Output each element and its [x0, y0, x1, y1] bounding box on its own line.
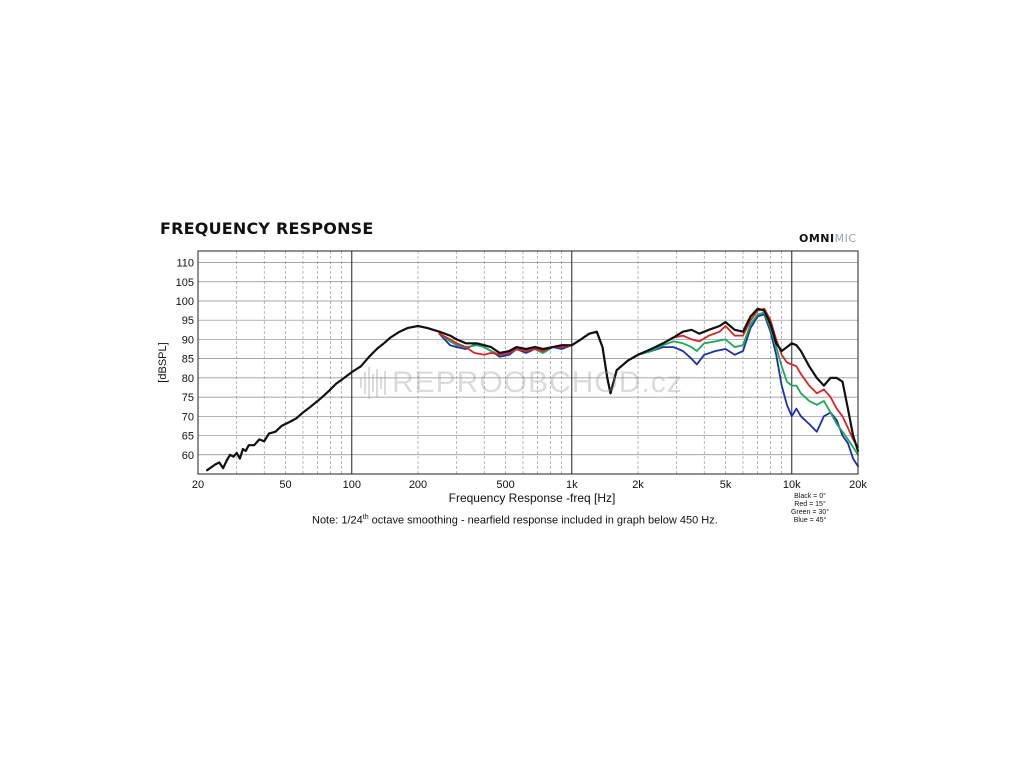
y-axis-label: [dBSPL] — [157, 342, 169, 382]
y-tick-label: 100 — [176, 296, 194, 308]
y-tick-label: 105 — [176, 277, 194, 289]
y-tick-label: 90 — [182, 334, 194, 346]
x-tick-label: 10k — [783, 479, 801, 491]
y-tick-label: 65 — [182, 431, 194, 443]
grid — [197, 251, 859, 474]
x-axis-label: Frequency Response -freq [Hz] — [449, 491, 616, 505]
chart-note: Note: 1/24th octave smoothing - nearfiel… — [312, 514, 718, 527]
watermark-text: REPROOBCHOD.cz — [392, 366, 683, 399]
x-tick-labels: 20 50 100 200 500 1k 2k 5k 10k 20k — [192, 479, 867, 491]
legend: Black = 0° Red = 15° Green = 30° Blue = … — [780, 493, 840, 525]
x-tick-label: 5k — [720, 479, 732, 491]
x-tick-label: 100 — [343, 479, 361, 491]
legend-entry-red: Red = 15° — [794, 501, 826, 508]
legend-entry-blue: Blue = 45° — [793, 517, 827, 524]
legend-entry-green: Green = 30° — [790, 509, 830, 516]
y-tick-label: 70 — [182, 411, 194, 423]
note-before: Note: 1/24 — [312, 514, 363, 527]
y-tick-labels: 60 65 70 75 80 85 90 95 100 105 110 — [176, 258, 194, 462]
y-tick-label: 75 — [182, 392, 194, 404]
note-sup: th — [362, 514, 369, 521]
brand-logo-light: MIC — [834, 232, 857, 245]
brand-logo-bold: OMNI — [799, 232, 835, 245]
watermark-bars-icon — [360, 367, 386, 399]
x-tick-label: 20 — [192, 479, 204, 491]
y-tick-label: 80 — [182, 373, 194, 385]
chart-title: FREQUENCY RESPONSE — [160, 219, 374, 238]
y-tick-label: 60 — [182, 450, 194, 462]
x-tick-label: 200 — [409, 479, 427, 491]
x-tick-label: 20k — [849, 479, 867, 491]
y-tick-label: 95 — [182, 315, 194, 327]
y-tick-label: 110 — [176, 258, 194, 270]
legend-entry-black: Black = 0° — [794, 493, 826, 500]
series-layer — [206, 307, 860, 472]
note-after: octave smoothing - nearfield response in… — [368, 514, 718, 527]
x-tick-label: 500 — [496, 479, 514, 491]
x-tick-label: 50 — [279, 479, 291, 491]
x-tick-label: 2k — [632, 479, 644, 491]
series-line-3 — [206, 307, 860, 472]
y-tick-label: 85 — [182, 354, 194, 366]
brand-logo: OMNIMIC — [799, 232, 857, 245]
plot-frame — [197, 250, 859, 475]
watermark: REPROOBCHOD.cz — [360, 366, 683, 400]
x-tick-label: 1k — [566, 479, 578, 491]
